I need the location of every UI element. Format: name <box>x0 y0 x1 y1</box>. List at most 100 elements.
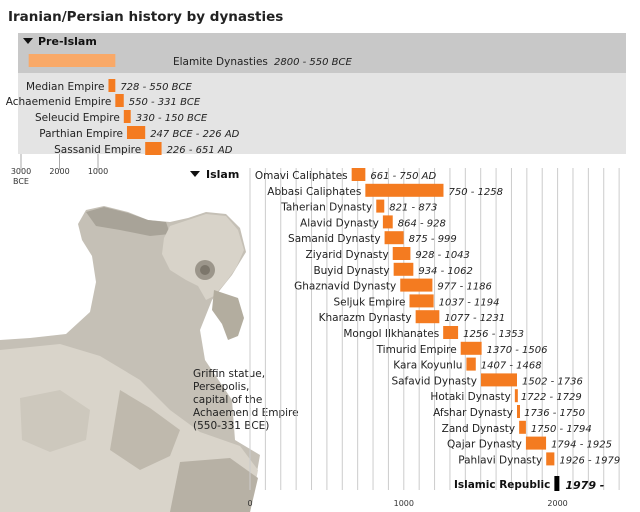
bar-label: Elamite Dynasties <box>173 56 268 68</box>
bar-dates: 226 - 651 AD <box>167 145 233 156</box>
pre-islam-header-band <box>18 33 626 73</box>
islam-header[interactable]: Islam <box>190 168 239 181</box>
bar-label: Alavid Dynasty <box>300 217 379 229</box>
pre-islam-tick-label: 3000 <box>11 167 31 176</box>
bar-samanid-dynasty[interactable] <box>384 231 404 245</box>
bar-dates: 247 BCE - 226 AD <box>150 129 239 140</box>
bar-hotaki-dynasty[interactable] <box>514 389 518 403</box>
bar-pahlavi-dynasty[interactable] <box>546 452 555 466</box>
pre-islam-section-title: Pre-Islam <box>38 35 97 48</box>
bar-islamic-republic[interactable] <box>554 476 560 491</box>
collapse-triangle-icon[interactable] <box>190 171 200 177</box>
bar-ziyarid-dynasty[interactable] <box>392 247 411 260</box>
bar-dates: 661 - 750 AD <box>370 171 436 182</box>
bar-dates: 750 - 1258 <box>448 187 503 198</box>
bar-label: Safavid Dynasty <box>391 375 477 387</box>
bar-dates: 550 - 331 BCE <box>129 97 201 108</box>
chart-title: Iranian/Persian history by dynasties <box>8 9 283 25</box>
bar-dates: 1926 - 1979 <box>559 455 620 466</box>
bar-label: Ghaznavid Dynasty <box>294 281 396 293</box>
bar-label: Zand Dynasty <box>442 423 515 435</box>
bar-dates: 1037 - 1194 <box>439 297 500 308</box>
bar-dates: 1979 - <box>565 479 604 492</box>
bar-sassanid-empire[interactable] <box>145 142 162 155</box>
bar-median-empire[interactable] <box>108 79 116 92</box>
bar-dates: 1722 - 1729 <box>521 392 582 403</box>
islam-tick-label: 2000 <box>547 499 567 508</box>
bar-dates: 1750 - 1794 <box>531 424 592 435</box>
bar-seleucid-empire[interactable] <box>123 110 131 123</box>
bar-kharazm-dynasty[interactable] <box>415 310 440 324</box>
bar-label: Achaemenid Empire <box>6 96 112 108</box>
bar-dates: 934 - 1062 <box>418 266 473 277</box>
caption-line: Persepolis, <box>193 381 249 393</box>
bar-ghaznavid-dynasty[interactable] <box>400 278 433 292</box>
pre-islam-tick-label: 2000 <box>49 167 69 176</box>
pre-islam-header[interactable]: Pre-Islam <box>23 35 97 48</box>
bar-timurid-empire[interactable] <box>460 341 482 355</box>
bar-alavid-dynasty[interactable] <box>382 215 393 229</box>
bar-label: Hotaki Dynasty <box>430 391 510 403</box>
bar-label: Median Empire <box>26 81 105 93</box>
bar-dates: 1407 - 1468 <box>481 361 542 372</box>
bar-qajar-dynasty[interactable] <box>525 436 547 450</box>
islam-tick-label: 1000 <box>394 499 414 508</box>
bar-label: Ziyarid Dynasty <box>306 249 389 261</box>
bar-label: Afshar Dynasty <box>433 407 513 419</box>
caption-line: capital of the <box>193 394 262 406</box>
bar-label: Seleucid Empire <box>35 112 120 124</box>
caption-line: Griffin statue, <box>193 368 265 380</box>
bar-label: Seljuk Empire <box>333 296 405 308</box>
collapse-triangle-icon[interactable] <box>23 38 33 44</box>
bar-dates: 875 - 999 <box>409 234 457 245</box>
islam-section-title: Islam <box>206 168 239 181</box>
bar-label: Omavi Caliphates <box>255 170 348 182</box>
statue-caption: Griffin statue, Persepolis, capital of t… <box>193 368 299 432</box>
bar-achaemenid-empire[interactable] <box>115 94 124 107</box>
islam-tick-label: 0 <box>247 499 252 508</box>
bar-label: Kharazm Dynasty <box>319 312 412 324</box>
bar-label: Islamic Republic <box>454 479 550 491</box>
pre-islam-tick-sublabel: BCE <box>13 177 29 186</box>
bar-dates: 1370 - 1506 <box>487 345 548 356</box>
bar-taherian-dynasty[interactable] <box>376 199 385 213</box>
bar-label: Parthian Empire <box>39 128 123 140</box>
bar-dates: 821 - 873 <box>389 203 437 214</box>
bar-dates: 928 - 1043 <box>415 250 470 261</box>
bar-dates: 1736 - 1750 <box>524 408 585 419</box>
bar-label: Kara Koyunlu <box>393 360 462 372</box>
caption-line: (550-331 BCE) <box>193 420 269 432</box>
griffin-statue-image <box>0 206 260 512</box>
bar-label: Sassanid Empire <box>54 144 141 156</box>
bar-kara-koyunlu[interactable] <box>466 357 476 371</box>
bar-dates: 1502 - 1736 <box>522 376 583 387</box>
bar-abbasi-caliphates[interactable] <box>365 183 444 197</box>
caption-line: Achaemenid Empire <box>193 407 299 419</box>
bar-dates: 2800 - 550 BCE <box>274 57 353 68</box>
bar-label: Qajar Dynasty <box>447 439 522 451</box>
bar-label: Abbasi Caliphates <box>267 186 361 198</box>
bar-label: Mongol Ilkhanates <box>343 328 439 340</box>
bar-zand-dynasty[interactable] <box>519 420 526 434</box>
bar-buyid-dynasty[interactable] <box>393 262 414 276</box>
bar-safavid-dynasty[interactable] <box>481 373 517 387</box>
bar-label: Samanid Dynasty <box>288 233 381 245</box>
bar-label: Taherian Dynasty <box>280 202 372 214</box>
bar-dates: 1256 - 1353 <box>463 329 524 340</box>
bar-dates: 864 - 928 <box>398 218 446 229</box>
bar-parthian-empire[interactable] <box>126 126 146 139</box>
bar-dates: 1077 - 1231 <box>444 313 505 324</box>
pre-islam-tick-label: 1000 <box>88 167 108 176</box>
bar-dates: 330 - 150 BCE <box>136 113 208 124</box>
bar-dates: 728 - 550 BCE <box>120 82 192 93</box>
bar-mongol-ilkhanates[interactable] <box>443 326 459 339</box>
bar-seljuk-empire[interactable] <box>409 294 434 308</box>
bar-label: Pahlavi Dynasty <box>458 454 542 466</box>
bar-label: Timurid Empire <box>376 344 457 356</box>
bar-elamite-dynasties[interactable] <box>28 54 116 67</box>
grid-lines <box>20 154 620 490</box>
bar-omavi-caliphates[interactable] <box>351 168 366 181</box>
bar-afshar-dynasty[interactable] <box>516 405 520 418</box>
